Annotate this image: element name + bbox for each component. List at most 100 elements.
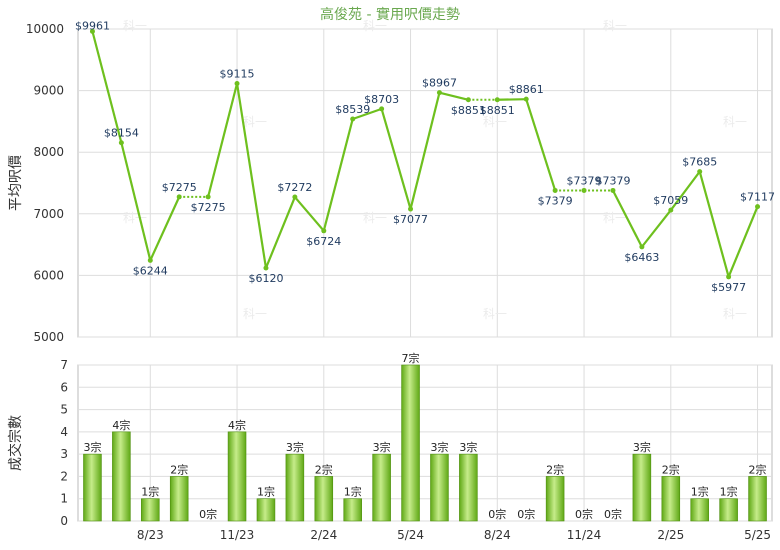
watermark: 科一 [483, 307, 507, 321]
price-line-segment [294, 196, 325, 232]
price-line-segment [264, 196, 296, 269]
price-point [263, 265, 269, 271]
price-data-label: $8703 [364, 93, 399, 106]
price-point [523, 96, 529, 102]
count-ytick-label: 5 [60, 403, 68, 417]
price-line-segment [698, 171, 730, 278]
count-data-label: 7宗 [402, 351, 420, 365]
count-data-label: 2宗 [662, 462, 680, 476]
count-data-label: 1宗 [720, 485, 738, 499]
price-data-label: $6244 [133, 264, 168, 277]
count-data-label: 1宗 [257, 485, 275, 499]
price-ytick-label: 7000 [33, 207, 64, 221]
price-point [408, 206, 414, 212]
count-data-label: 3宗 [633, 440, 651, 454]
count-bar [719, 498, 738, 522]
price-line-segment [235, 83, 268, 269]
price-line-segment [497, 98, 527, 101]
price-data-label: $6724 [306, 235, 341, 248]
count-data-label: 1宗 [691, 485, 709, 499]
price-ytick-label: 6000 [33, 268, 64, 282]
count-data-label: 3宗 [286, 440, 304, 454]
count-data-label: 3宗 [459, 440, 477, 454]
price-data-label: $5977 [711, 281, 746, 294]
price-data-label: $7275 [162, 181, 197, 194]
price-point [697, 169, 703, 175]
count-plot-area [77, 364, 773, 522]
price-line-segment [669, 170, 701, 211]
count-bar [112, 431, 131, 522]
count-data-label: 3宗 [83, 440, 101, 454]
x-tick-label: 5/24 [397, 528, 424, 542]
watermark: 科一 [723, 307, 747, 321]
price-data-label: $7275 [191, 201, 226, 214]
count-data-label: 0宗 [604, 507, 622, 521]
price-line-segment [149, 196, 181, 261]
count-bar [285, 453, 305, 522]
price-line-segment [525, 98, 557, 191]
count-bar [227, 431, 247, 522]
price-data-label: $6463 [624, 251, 659, 264]
count-bar [661, 476, 681, 522]
watermark: 科一 [243, 307, 267, 321]
price-point [552, 187, 558, 193]
count-bar [459, 453, 478, 522]
x-tick-label: 5/25 [744, 528, 771, 542]
count-bar [372, 453, 391, 522]
count-data-label: 0宗 [199, 507, 217, 521]
count-data-label: 2宗 [546, 462, 564, 476]
count-ytick-label: 2 [60, 469, 68, 483]
price-point [176, 194, 182, 200]
chart-title: 高俊苑 - 實用呎價走勢 [320, 6, 460, 23]
count-data-label: 4宗 [228, 418, 246, 432]
price-point [379, 106, 385, 112]
count-bar [748, 476, 767, 522]
watermark: 科一 [483, 115, 507, 129]
count-bar [401, 364, 420, 522]
price-point [147, 257, 153, 263]
count-bar [632, 453, 652, 522]
price-data-label: $7272 [277, 181, 312, 194]
price-data-label: $8851 [480, 104, 515, 117]
count-axis-label: 成交宗數 [7, 415, 24, 471]
price-line-segment [641, 209, 672, 248]
price-line-segment [207, 83, 239, 198]
price-data-label: $8154 [104, 127, 139, 140]
price-point [350, 116, 356, 122]
price-data-label: $9961 [75, 19, 110, 32]
price-data-label: $7077 [393, 213, 428, 226]
watermark: 科一 [363, 19, 387, 33]
price-axis-label: 平均呎價 [7, 155, 24, 211]
count-data-label: 2宗 [170, 462, 188, 476]
count-data-label: 3宗 [373, 440, 391, 454]
price-data-label: $8861 [509, 83, 544, 96]
count-data-label: 1宗 [344, 485, 362, 499]
price-ytick-label: 5000 [33, 330, 64, 344]
count-data-label: 2宗 [315, 462, 333, 476]
price-point [321, 228, 327, 234]
count-bar [141, 498, 160, 522]
watermark: 科一 [123, 19, 147, 33]
price-line-segment [120, 142, 152, 261]
watermark: 科一 [123, 211, 147, 225]
count-bar [83, 453, 102, 522]
price-data-label: $6120 [248, 272, 283, 285]
price-point [234, 81, 240, 87]
count-ytick-label: 0 [60, 514, 68, 528]
price-data-label: $8967 [422, 77, 457, 90]
price-point [755, 204, 761, 210]
count-chart: 0 1 2 3 4 5 6 7 8/23 11/23 2/24 5/24 8/24 11/24 2/25 5/… [60, 351, 773, 542]
price-line-segment [380, 108, 412, 210]
count-ytick-label: 6 [60, 380, 68, 394]
price-data-label: $7685 [682, 156, 717, 169]
price-point [639, 244, 645, 250]
x-tick-label: 2/24 [310, 528, 337, 542]
count-bar [545, 476, 565, 522]
count-data-label: 2宗 [749, 462, 767, 476]
price-line-segment [611, 189, 643, 248]
price-point [581, 187, 587, 193]
x-tick-label: 2/25 [657, 528, 684, 542]
price-data-label: $8539 [335, 103, 370, 116]
price-point [726, 274, 732, 280]
